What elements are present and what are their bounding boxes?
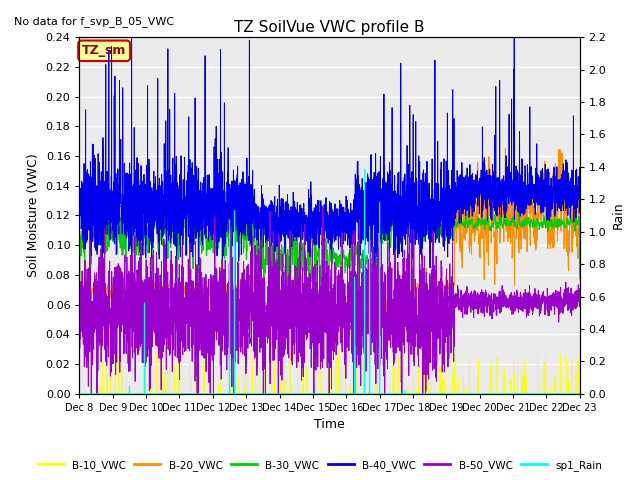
Y-axis label: Rain: Rain: [612, 202, 625, 229]
Text: TZ_sm: TZ_sm: [82, 44, 126, 57]
Legend: B-10_VWC, B-20_VWC, B-30_VWC, B-40_VWC, B-50_VWC, sp1_Rain: B-10_VWC, B-20_VWC, B-30_VWC, B-40_VWC, …: [33, 456, 607, 475]
Y-axis label: Soil Moisture (VWC): Soil Moisture (VWC): [27, 154, 40, 277]
Text: No data for f_svp_B_05_VWC: No data for f_svp_B_05_VWC: [15, 16, 175, 27]
X-axis label: Time: Time: [314, 419, 345, 432]
Title: TZ SoilVue VWC profile B: TZ SoilVue VWC profile B: [234, 20, 425, 35]
